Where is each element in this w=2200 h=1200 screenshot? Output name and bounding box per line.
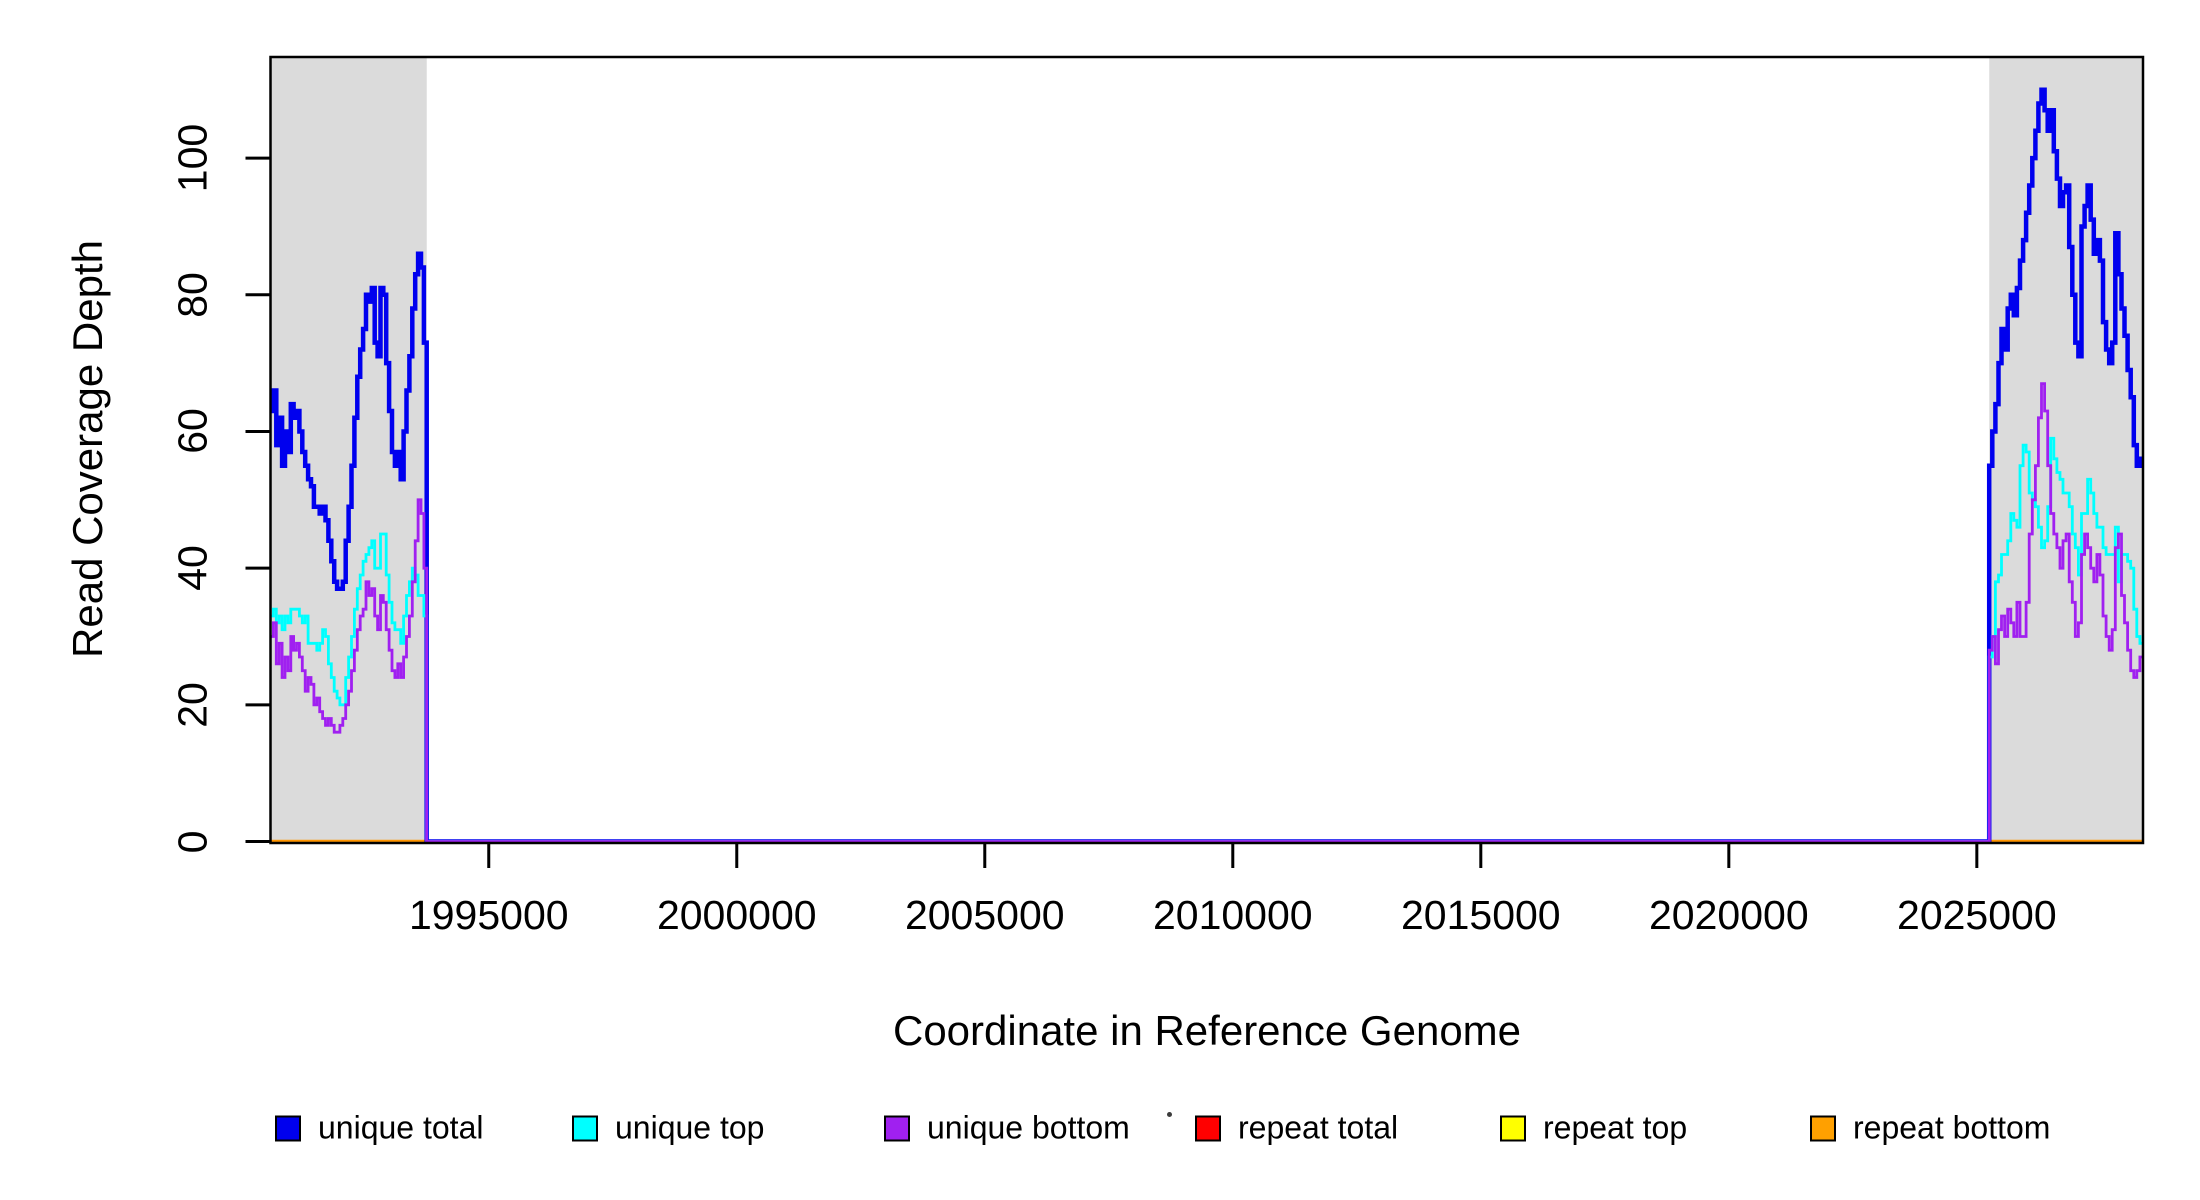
legend-swatch-unique-top	[572, 1115, 598, 1141]
legend-swatch-repeat-top	[1500, 1115, 1526, 1141]
x-axis-title: Coordinate in Reference Genome	[892, 1007, 1522, 1054]
plot-frame	[269, 55, 2145, 845]
series-unique-top-line	[270, 436, 2143, 843]
y-tick-label-40: 40	[169, 545, 216, 591]
legend-item-repeat-bottom: repeat bottom	[1810, 1110, 2050, 1147]
legend-label: unique top	[615, 1109, 765, 1146]
x-tick-label-2020000: 2020000	[1649, 892, 1809, 938]
legend-item-repeat-top: repeat top	[1500, 1110, 1687, 1147]
legend-label: unique bottom	[927, 1109, 1130, 1146]
legend-swatch-unique-total	[275, 1115, 301, 1141]
legend-item-unique-top: unique top	[572, 1110, 764, 1147]
series-unique-bottom-line	[270, 382, 2143, 843]
y-tick-label-100: 100	[169, 123, 216, 193]
legend-label: repeat bottom	[1853, 1109, 2051, 1146]
y-axis-title: Read Coverage Depth	[64, 240, 111, 658]
dot-artifact	[1167, 1112, 1172, 1117]
legend-item-repeat-total: repeat total	[1195, 1110, 1398, 1147]
x-tick-label-2025000: 2025000	[1897, 892, 2057, 938]
x-tick-label-2010000: 2010000	[1152, 892, 1313, 938]
covered-region-right	[1989, 57, 2143, 843]
x-tick-label-2000000: 2000000	[656, 892, 817, 938]
x-tick-label-1995000: 1995000	[408, 892, 569, 938]
legend-label: repeat total	[1238, 1109, 1399, 1146]
legend-swatch-repeat-total	[1195, 1115, 1221, 1141]
x-tick-label-2015000: 2015000	[1400, 892, 1561, 938]
y-tick-label-20: 20	[169, 682, 216, 728]
x-tick-label-2005000: 2005000	[904, 892, 1065, 938]
y-tick-label-80: 80	[169, 271, 216, 318]
series-unique-total-line	[270, 87, 2143, 844]
legend-label: unique total	[318, 1109, 484, 1146]
legend-swatch-unique-bottom	[884, 1115, 910, 1141]
y-tick-label-60: 60	[169, 408, 216, 455]
legend-label: repeat top	[1543, 1109, 1688, 1146]
legend-item-unique-total: unique total	[275, 1110, 483, 1147]
y-tick-label-0: 0	[169, 830, 216, 853]
legend-item-unique-bottom: unique bottom	[884, 1110, 1130, 1147]
legend-swatch-repeat-bottom	[1810, 1115, 1836, 1141]
